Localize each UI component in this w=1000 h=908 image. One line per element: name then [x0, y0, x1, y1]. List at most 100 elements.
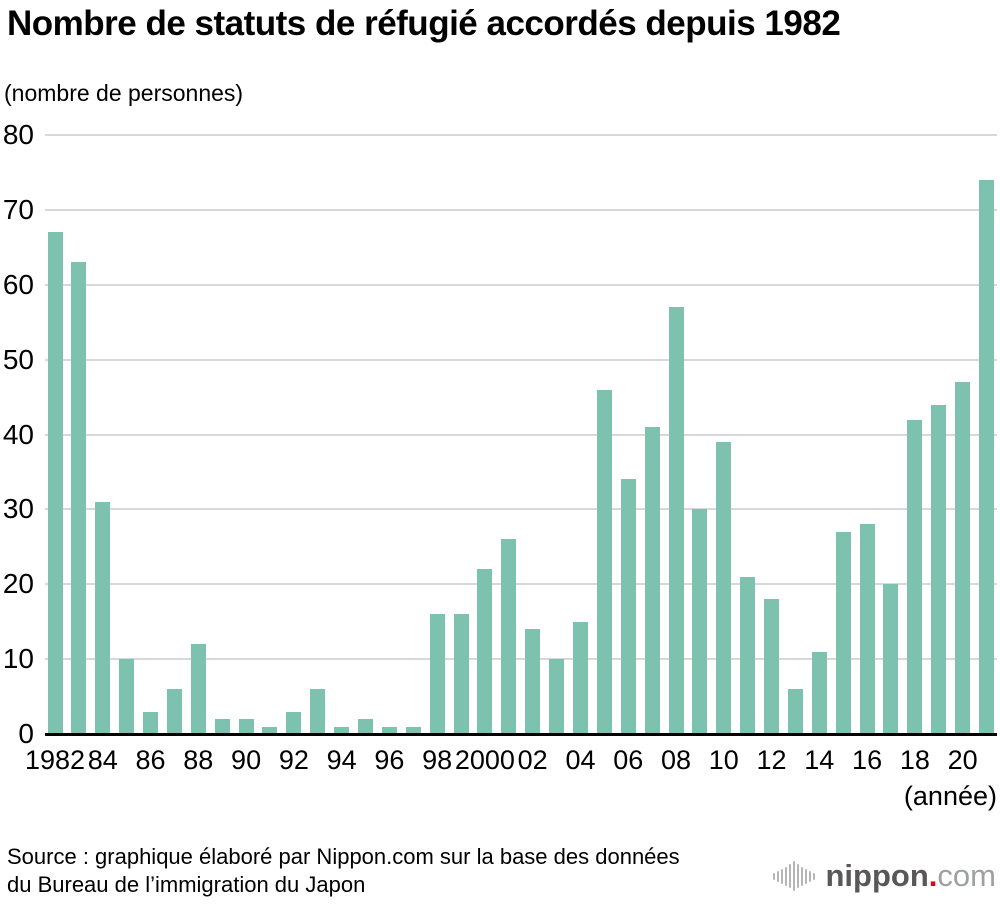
- bar-2013: [787, 689, 803, 734]
- x-tick-label-16: 16: [852, 745, 883, 775]
- x-tick-label-1982: 1982: [24, 745, 86, 775]
- bar-2007: [644, 427, 660, 734]
- equalizer-bar: [772, 872, 775, 880]
- nippon-logo-text: nippon.com: [826, 858, 997, 894]
- bar-1999: [453, 614, 469, 734]
- equalizer-bar: [792, 861, 795, 891]
- x-tick-label-90: 90: [231, 745, 262, 775]
- x-tick-label-84: 84: [87, 745, 118, 775]
- x-axis-line: [45, 733, 997, 736]
- bar-1998: [429, 614, 445, 734]
- bar-1991: [262, 726, 278, 734]
- bar-1983: [71, 262, 87, 734]
- y-tick-label-10: 10: [2, 643, 34, 675]
- logo-name: nippon: [825, 858, 929, 893]
- bar-2014: [811, 651, 827, 734]
- bar-1995: [358, 719, 373, 734]
- bar-2015: [835, 531, 851, 734]
- bar-1987: [166, 689, 182, 734]
- bar-1988: [190, 644, 206, 734]
- bar-1996: [381, 726, 397, 734]
- y-tick-label-30: 30: [2, 493, 34, 525]
- x-tick-label-08: 08: [660, 745, 692, 775]
- gridline-80: [45, 134, 997, 136]
- x-tick-label-94: 94: [326, 745, 357, 775]
- bar-1990: [238, 719, 254, 734]
- bar-2020: [955, 382, 971, 734]
- gridline-60: [45, 283, 997, 286]
- source-line-1: Source : graphique élaboré par Nippon.co…: [7, 844, 680, 869]
- x-axis-unit-label: (année): [903, 781, 997, 811]
- x-tick-label-04: 04: [565, 745, 596, 775]
- x-tick-label-96: 96: [374, 745, 405, 775]
- bar-2006: [620, 479, 636, 734]
- bar-1994: [334, 726, 350, 734]
- equalizer-bar: [780, 868, 783, 884]
- source-line-2: du Bureau de l’immigration du Japon: [7, 872, 366, 897]
- bar-2016: [859, 524, 875, 734]
- x-tick-label-18: 18: [899, 745, 930, 775]
- x-tick-label-10: 10: [708, 745, 739, 775]
- gridline-40: [45, 433, 997, 436]
- bar-2004: [572, 621, 588, 734]
- x-tick-label-14: 14: [804, 745, 835, 775]
- y-axis-unit-label: (nombre de personnes): [4, 80, 244, 106]
- bar-1992: [286, 711, 302, 734]
- bar-1989: [214, 719, 230, 734]
- y-tick-label-0: 0: [18, 718, 34, 749]
- bar-2000: [477, 569, 493, 734]
- bar-2003: [549, 659, 565, 734]
- chart-title: Nombre de statuts de réfugié accordés de…: [7, 4, 841, 43]
- logo-tld: com: [937, 858, 996, 893]
- y-tick-label-50: 50: [2, 343, 34, 375]
- equalizer-icon: [772, 861, 817, 891]
- x-tick-label-06: 06: [613, 745, 644, 775]
- x-tick-label-98: 98: [422, 745, 453, 775]
- y-tick-label-60: 60: [2, 268, 34, 300]
- equalizer-bar: [808, 870, 811, 882]
- bar-2009: [692, 509, 708, 734]
- bar-2001: [501, 539, 517, 734]
- gridline-10: [45, 658, 997, 661]
- gridline-20: [45, 583, 997, 586]
- y-tick-label-80: 80: [2, 119, 34, 150]
- equalizer-bar: [796, 864, 799, 888]
- bar-2002: [525, 629, 541, 734]
- bar-2018: [907, 419, 923, 734]
- y-tick-label-40: 40: [2, 418, 34, 450]
- gridline-30: [45, 508, 997, 511]
- bar-1986: [143, 711, 159, 734]
- y-tick-label-20: 20: [2, 568, 34, 600]
- bar-2005: [596, 389, 612, 734]
- nippon-logo: nippon.com: [772, 858, 997, 894]
- bar-1997: [405, 726, 421, 734]
- x-tick-label-2000: 2000: [454, 745, 515, 775]
- bar-1984: [95, 501, 111, 734]
- gridline-70: [45, 208, 997, 211]
- x-tick-label-88: 88: [183, 745, 214, 775]
- equalizer-bar: [776, 870, 779, 882]
- bar-2019: [931, 404, 947, 734]
- x-tick-label-86: 86: [135, 745, 166, 775]
- equalizer-bar: [788, 864, 791, 888]
- gridline-50: [45, 358, 997, 361]
- bar-2017: [883, 584, 899, 734]
- bar-1993: [310, 689, 326, 734]
- bar-1985: [119, 659, 135, 734]
- x-tick-label-20: 20: [947, 745, 978, 775]
- equalizer-bar: [800, 866, 803, 886]
- x-tick-label-12: 12: [756, 745, 787, 775]
- source-note: Source : graphique élaboré par Nippon.co…: [7, 843, 680, 899]
- bar-2012: [764, 599, 780, 734]
- bar-2011: [740, 576, 756, 734]
- equalizer-bar: [812, 872, 815, 880]
- x-tick-label-02: 02: [517, 745, 548, 775]
- bar-2010: [716, 441, 732, 734]
- bar-2021: [979, 179, 994, 734]
- bar-2008: [668, 307, 684, 734]
- logo-dot: .: [928, 858, 938, 893]
- equalizer-bar: [784, 866, 787, 886]
- equalizer-bar: [804, 868, 807, 884]
- x-tick-label-92: 92: [278, 745, 309, 775]
